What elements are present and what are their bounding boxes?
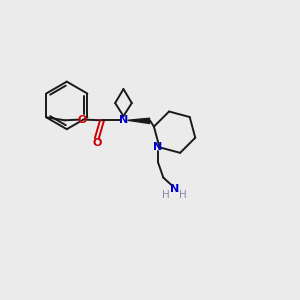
Text: N: N (153, 142, 163, 152)
Text: H: H (179, 190, 187, 200)
Text: O: O (92, 138, 101, 148)
Text: N: N (170, 184, 179, 194)
Text: N: N (119, 115, 128, 125)
Text: O: O (77, 115, 86, 125)
Text: H: H (162, 190, 170, 200)
Polygon shape (128, 118, 150, 124)
